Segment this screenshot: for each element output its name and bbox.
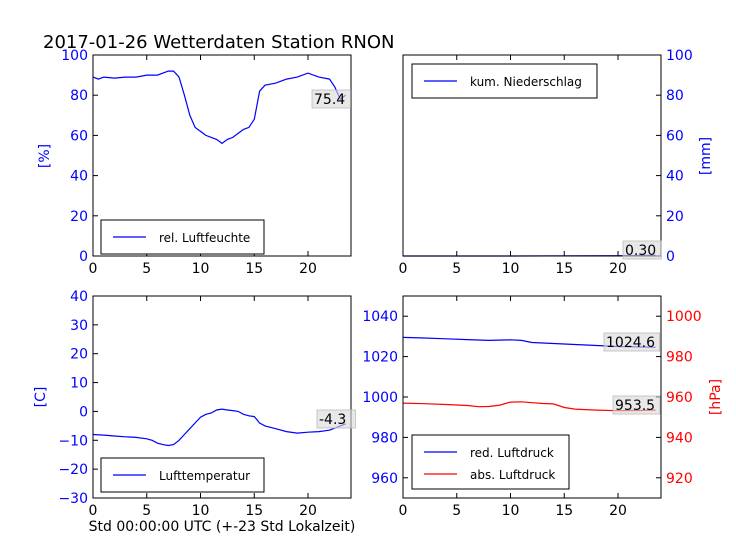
x-tick-label: 5 <box>452 503 461 519</box>
plot-frame <box>92 54 352 257</box>
x-tick-label: 5 <box>142 503 151 519</box>
panel-bottom-left: 0 5 10 15 20 −30 −20 −10 0 10 20 30 40 [C] Lufttempera… <box>33 289 356 519</box>
y-right-tick-label: 960 <box>666 390 693 406</box>
x-tick-label: 20 <box>609 503 627 519</box>
y-left-tick-label: 980 <box>371 430 398 446</box>
y-axis-label-right: [hPa] <box>708 379 724 415</box>
y-tick-label: 10 <box>70 376 88 392</box>
x-tick-label: 10 <box>192 261 210 277</box>
plot-frame <box>92 295 352 499</box>
y-tick-label: 0 <box>79 249 88 265</box>
plot-frame <box>402 54 662 257</box>
x-axis-label: Std 00:00:00 UTC (+-23 Std Lokalzeit) <box>89 519 356 535</box>
y-axis-label: [C] <box>33 387 49 408</box>
y-right-tick-label: 0 <box>666 249 675 265</box>
y-right-tick-label: 940 <box>666 430 693 446</box>
x-tick-label: 0 <box>399 503 408 519</box>
x-tick-label: 15 <box>555 503 573 519</box>
x-tick-label: 0 <box>89 503 98 519</box>
temp-last-value-box <box>316 409 356 429</box>
y-tick-label: 0 <box>79 404 88 420</box>
x-tick-label: 10 <box>192 503 210 519</box>
panel-top-right: 0 5 10 15 20 0 20 40 60 80 100 [mm] kum. Niederschla… <box>399 48 714 277</box>
y-right-tick-label: 40 <box>666 169 684 185</box>
pressure-red-last-value-box <box>603 332 660 352</box>
panel-bottom-right: 0 5 10 15 20 960 980 1000 1020 1040 920 940 960 980 10… <box>362 295 724 519</box>
humidity-legend-label: rel. Luftfeuchte <box>159 231 250 245</box>
x-tick-label: 5 <box>452 261 461 277</box>
y-axis-label: [%] <box>37 144 53 168</box>
x-tick-label: 5 <box>142 261 151 277</box>
pressure-legend-label: red. Luftdruck <box>470 446 554 460</box>
y-tick-label: 40 <box>70 289 88 305</box>
x-tick-label: 15 <box>555 261 573 277</box>
y-axis-label-right: [mm] <box>698 137 714 175</box>
precip-last-value-box <box>622 240 662 260</box>
y-tick-label: 40 <box>70 169 88 185</box>
y-tick-label: 20 <box>70 209 88 225</box>
pressure-abs-last-value: 953.5 <box>615 398 655 414</box>
x-tick-label: 20 <box>609 261 627 277</box>
humidity-last-value-box <box>311 89 351 109</box>
y-tick-label: 80 <box>70 88 88 104</box>
y-right-tick-label: 980 <box>666 350 693 366</box>
y-tick-label: −20 <box>58 462 88 478</box>
x-tick-label: 15 <box>245 261 263 277</box>
y-right-tick-label: 100 <box>666 48 693 64</box>
y-tick-label: −30 <box>58 491 88 507</box>
y-right-tick-label: 920 <box>666 471 693 487</box>
y-left-tick-label: 1020 <box>362 350 398 366</box>
pressure-legend-box <box>411 434 570 490</box>
y-tick-label: 20 <box>70 347 88 363</box>
precip-last-value: 0.30 <box>625 243 656 259</box>
y-right-tick-label: 60 <box>666 128 684 144</box>
humidity-last-value: 75.4 <box>314 92 345 108</box>
y-right-tick-label: 20 <box>666 209 684 225</box>
y-right-tick-label: 80 <box>666 88 684 104</box>
panel-top-left: 0 5 10 15 20 0 20 40 60 80 100 [%] rel. Luftfeuchte 7… <box>37 48 352 277</box>
y-tick-label: −10 <box>58 433 88 449</box>
series-line <box>92 70 346 145</box>
precip-legend-label: kum. Niederschlag <box>470 75 582 89</box>
y-left-tick-label: 1040 <box>362 309 398 325</box>
temp-last-value: -4.3 <box>319 412 346 428</box>
pressure-legend-label: abs. Luftdruck <box>470 468 555 482</box>
x-tick-label: 0 <box>399 261 408 277</box>
y-left-tick-label: 1000 <box>362 390 398 406</box>
y-tick-label: 30 <box>70 318 88 334</box>
y-tick-label: 60 <box>70 128 88 144</box>
x-tick-label: 10 <box>502 503 520 519</box>
figure-title: 2017-01-26 Wetterdaten Station RNON <box>43 32 394 53</box>
x-tick-label: 20 <box>299 503 317 519</box>
pressure-red-last-value: 1024.6 <box>606 335 655 351</box>
x-tick-label: 10 <box>502 261 520 277</box>
x-tick-label: 20 <box>299 261 317 277</box>
abs-luftdruck-line <box>402 401 656 412</box>
series-line <box>92 408 346 447</box>
x-tick-label: 15 <box>245 503 263 519</box>
pressure-abs-last-value-box <box>612 395 661 415</box>
y-tick-label: 100 <box>61 48 88 64</box>
temp-legend-label: Lufttemperatur <box>159 469 250 483</box>
y-right-tick-label: 1000 <box>666 309 702 325</box>
x-tick-label: 0 <box>89 261 98 277</box>
y-left-tick-label: 960 <box>371 471 398 487</box>
